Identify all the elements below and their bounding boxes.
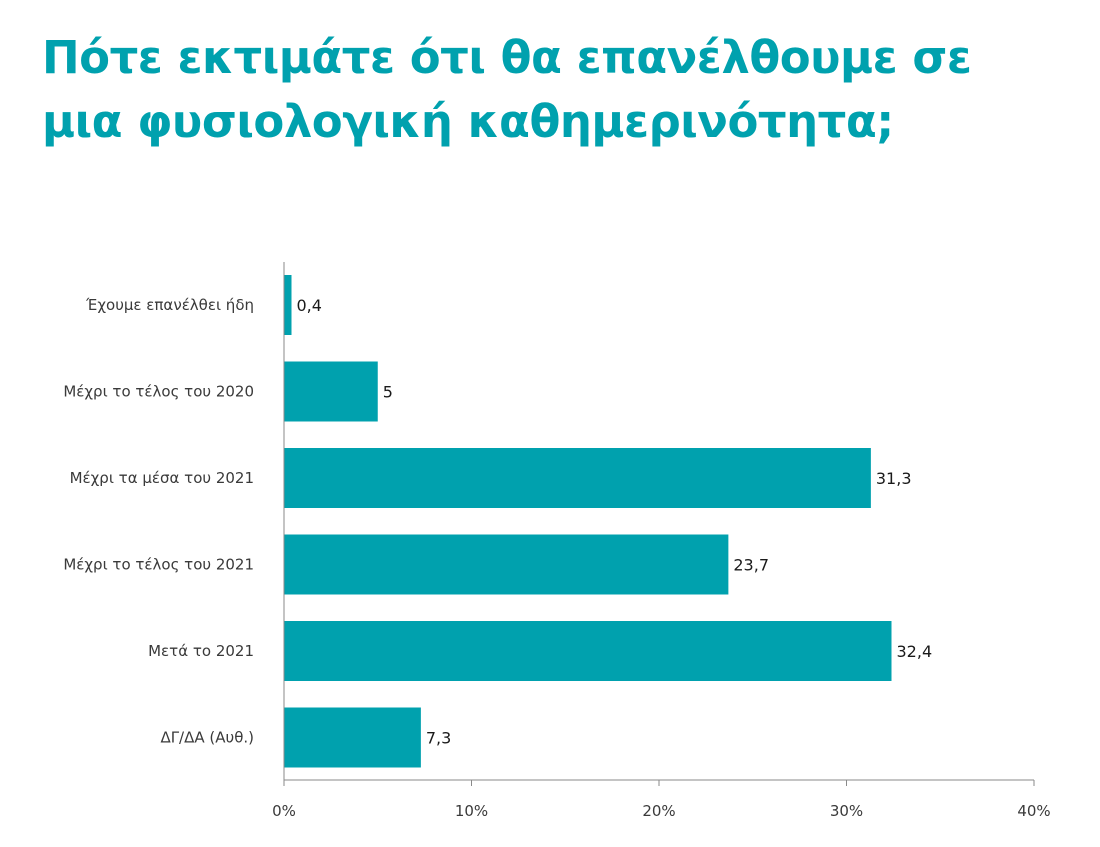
- x-tick-label-2: 20%: [642, 802, 675, 820]
- bar-3: [284, 534, 729, 595]
- bar-2: [284, 448, 871, 508]
- chart-title: Πότε εκτιμάτε ότι θα επανέλθουμε σε μια …: [42, 31, 972, 148]
- value-label-4: 32,4: [897, 642, 933, 661]
- axis-layer: 0% 10% 20% 30% 40%: [272, 262, 1051, 820]
- category-label-5: ΔΓ/ΔΑ (Αυθ.): [160, 729, 254, 747]
- category-label-1: Μέχρι το τέλος του 2020: [63, 383, 254, 401]
- bars-layer: Έχουμε επανέλθει ήδη 0,4 Μέχρι το τέλος το…: [63, 275, 932, 768]
- bar-4: [284, 621, 892, 681]
- value-label-5: 7,3: [426, 729, 451, 748]
- x-tick-label-0: 0%: [272, 802, 296, 820]
- x-tick-label-3: 30%: [830, 802, 863, 820]
- category-label-3: Μέχρι το τέλος του 2021: [63, 556, 254, 574]
- category-label-0: Έχουμε επανέλθει ήδη: [85, 296, 254, 314]
- category-label-4: Μετά το 2021: [148, 642, 254, 660]
- value-label-0: 0,4: [297, 296, 322, 315]
- bar-1: [284, 361, 378, 422]
- x-tick-label-4: 40%: [1017, 802, 1050, 820]
- bar-5: [284, 707, 421, 768]
- value-label-2: 31,3: [876, 469, 912, 488]
- value-label-3: 23,7: [733, 556, 769, 575]
- bar-0: [284, 275, 292, 335]
- x-tick-label-1: 10%: [455, 802, 488, 820]
- value-label-1: 5: [383, 383, 393, 402]
- category-label-2: Μέχρι τα μέσα του 2021: [70, 469, 254, 487]
